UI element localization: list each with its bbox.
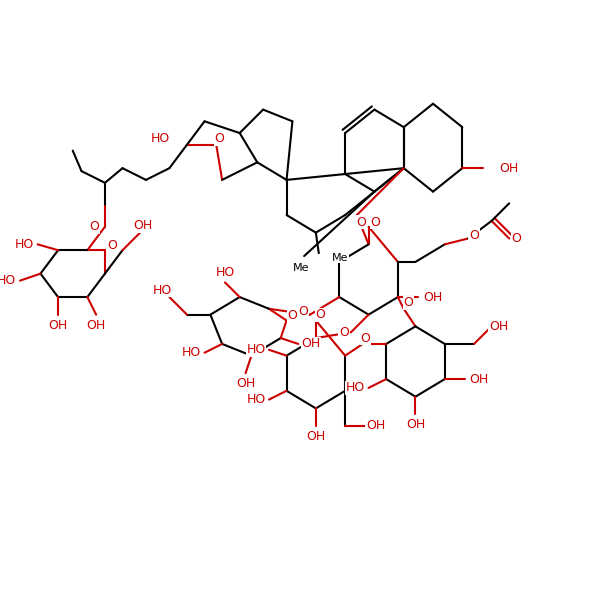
Text: OH: OH <box>133 219 152 232</box>
Text: O: O <box>107 239 117 252</box>
Text: OH: OH <box>366 419 385 433</box>
Text: O: O <box>356 215 367 229</box>
Text: Me: Me <box>332 253 348 263</box>
Text: O: O <box>361 332 371 344</box>
Text: OH: OH <box>49 319 68 332</box>
Text: O: O <box>511 232 521 245</box>
Text: HO: HO <box>151 133 170 145</box>
Text: O: O <box>89 220 100 233</box>
Text: OH: OH <box>489 320 508 333</box>
Text: HO: HO <box>247 343 266 356</box>
Text: O: O <box>371 215 380 229</box>
Text: HO: HO <box>346 382 365 394</box>
Text: OH: OH <box>306 430 325 443</box>
Text: HO: HO <box>182 346 201 359</box>
Text: HO: HO <box>153 284 172 296</box>
Text: O: O <box>214 133 224 145</box>
Text: OH: OH <box>86 319 106 332</box>
Text: OH: OH <box>236 377 255 390</box>
Text: OH: OH <box>469 373 488 386</box>
Text: Me: Me <box>293 263 310 273</box>
Text: HO: HO <box>14 238 34 251</box>
Text: HO: HO <box>247 393 266 406</box>
Text: O: O <box>403 296 413 310</box>
Text: OH: OH <box>424 290 443 304</box>
Text: O: O <box>469 229 479 242</box>
Text: O: O <box>339 326 349 339</box>
Text: O: O <box>316 308 325 321</box>
Text: OH: OH <box>406 418 425 431</box>
Text: HO: HO <box>0 274 16 287</box>
Text: O: O <box>287 310 298 322</box>
Text: OH: OH <box>499 161 518 175</box>
Text: O: O <box>298 305 308 318</box>
Text: HO: HO <box>215 266 235 279</box>
Text: OH: OH <box>302 337 321 350</box>
